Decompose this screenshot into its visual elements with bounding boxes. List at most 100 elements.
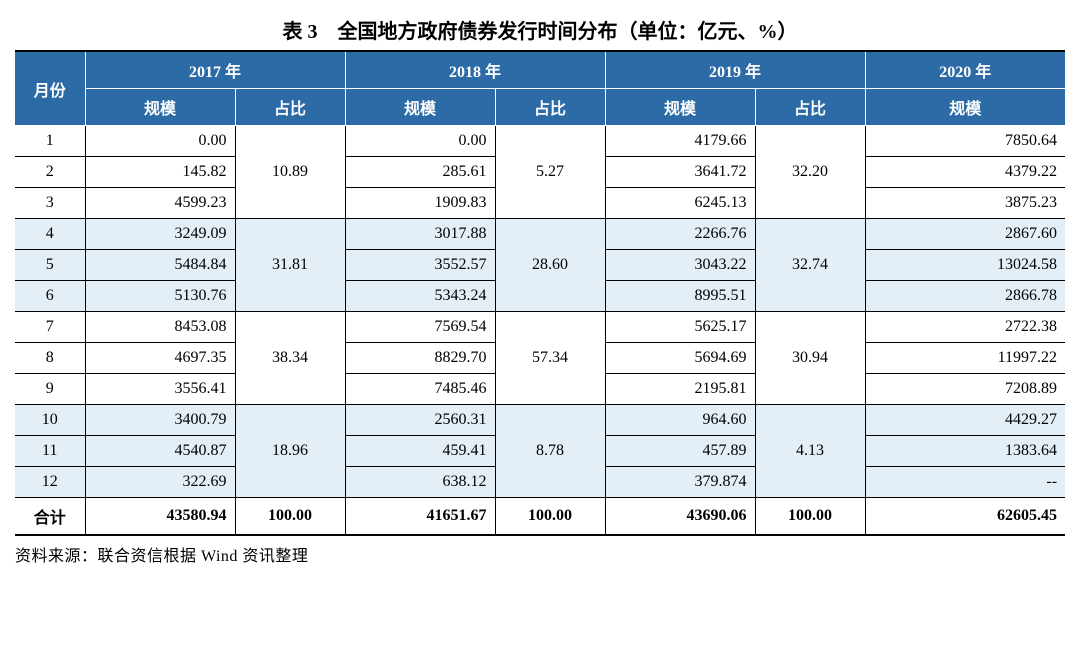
table-wrapper: 表 3 全国地方政府债券发行时间分布（单位：亿元、%） 月份 2017 年 20… (15, 15, 1065, 566)
cell: 1909.83 (345, 188, 495, 219)
cell: 7208.89 (865, 374, 1065, 405)
cell: 1 (15, 126, 85, 157)
table-row: 10.0010.890.005.274179.6632.207850.64 (15, 126, 1065, 157)
cell: 7850.64 (865, 126, 1065, 157)
cell: 2195.81 (605, 374, 755, 405)
cell: 8995.51 (605, 281, 755, 312)
cell: 379.874 (605, 467, 755, 498)
source-note: 资料来源：联合资信根据 Wind 资讯整理 (15, 542, 1065, 566)
cell: 638.12 (345, 467, 495, 498)
col-year-2018: 2018 年 (345, 51, 605, 89)
cell: 62605.45 (865, 498, 1065, 536)
cell: 145.82 (85, 157, 235, 188)
cell: 43690.06 (605, 498, 755, 536)
table-row: 103400.7918.962560.318.78964.604.134429.… (15, 405, 1065, 436)
col-scale: 规模 (345, 89, 495, 126)
cell: 3249.09 (85, 219, 235, 250)
cell: 4179.66 (605, 126, 755, 157)
cell: 2560.31 (345, 405, 495, 436)
cell: 0.00 (345, 126, 495, 157)
cell: 4599.23 (85, 188, 235, 219)
total-row: 合计43580.94100.0041651.67100.0043690.0610… (15, 498, 1065, 536)
cell: 5625.17 (605, 312, 755, 343)
cell: 10 (15, 405, 85, 436)
cell: 7485.46 (345, 374, 495, 405)
col-ratio: 占比 (755, 89, 865, 126)
cell: 8 (15, 343, 85, 374)
cell: 8453.08 (85, 312, 235, 343)
cell: 4697.35 (85, 343, 235, 374)
cell: 7569.54 (345, 312, 495, 343)
cell: 3556.41 (85, 374, 235, 405)
ratio-cell: 32.20 (755, 126, 865, 219)
cell: 4540.87 (85, 436, 235, 467)
cell: 5694.69 (605, 343, 755, 374)
cell: 5130.76 (85, 281, 235, 312)
col-ratio: 占比 (495, 89, 605, 126)
ratio-cell: 31.81 (235, 219, 345, 312)
cell: 100.00 (755, 498, 865, 536)
cell: 0.00 (85, 126, 235, 157)
cell: 5484.84 (85, 250, 235, 281)
col-ratio: 占比 (235, 89, 345, 126)
data-table: 月份 2017 年 2018 年 2019 年 2020 年 规模 占比 规模 … (15, 50, 1065, 536)
cell: 12 (15, 467, 85, 498)
cell: 2867.60 (865, 219, 1065, 250)
cell: 2266.76 (605, 219, 755, 250)
cell: 9 (15, 374, 85, 405)
cell: 3 (15, 188, 85, 219)
cell: 43580.94 (85, 498, 235, 536)
cell: 7 (15, 312, 85, 343)
cell: 1383.64 (865, 436, 1065, 467)
cell: 3875.23 (865, 188, 1065, 219)
cell: 322.69 (85, 467, 235, 498)
table-title: 表 3 全国地方政府债券发行时间分布（单位：亿元、%） (15, 15, 1065, 44)
ratio-cell: 8.78 (495, 405, 605, 498)
cell: 3641.72 (605, 157, 755, 188)
cell: 5 (15, 250, 85, 281)
cell: 457.89 (605, 436, 755, 467)
cell: 合计 (15, 498, 85, 536)
ratio-cell: 30.94 (755, 312, 865, 405)
ratio-cell: 57.34 (495, 312, 605, 405)
col-month: 月份 (15, 51, 85, 126)
cell: 100.00 (495, 498, 605, 536)
col-scale: 规模 (85, 89, 235, 126)
cell: 459.41 (345, 436, 495, 467)
cell: 4379.22 (865, 157, 1065, 188)
table-row: 43249.0931.813017.8828.602266.7632.74286… (15, 219, 1065, 250)
ratio-cell: 32.74 (755, 219, 865, 312)
table-row: 78453.0838.347569.5457.345625.1730.94272… (15, 312, 1065, 343)
cell: 2722.38 (865, 312, 1065, 343)
cell: 6245.13 (605, 188, 755, 219)
col-year-2017: 2017 年 (85, 51, 345, 89)
cell: 3043.22 (605, 250, 755, 281)
ratio-cell: 10.89 (235, 126, 345, 219)
cell: 4 (15, 219, 85, 250)
cell: 8829.70 (345, 343, 495, 374)
cell: 5343.24 (345, 281, 495, 312)
cell: 964.60 (605, 405, 755, 436)
table-body: 10.0010.890.005.274179.6632.207850.64214… (15, 126, 1065, 536)
ratio-cell: 18.96 (235, 405, 345, 498)
cell: 41651.67 (345, 498, 495, 536)
ratio-cell: 28.60 (495, 219, 605, 312)
col-scale: 规模 (865, 89, 1065, 126)
col-year-2020: 2020 年 (865, 51, 1065, 89)
col-year-2019: 2019 年 (605, 51, 865, 89)
cell: 100.00 (235, 498, 345, 536)
ratio-cell: 5.27 (495, 126, 605, 219)
cell: 2866.78 (865, 281, 1065, 312)
cell: 285.61 (345, 157, 495, 188)
cell: 3017.88 (345, 219, 495, 250)
cell: 11997.22 (865, 343, 1065, 374)
cell: 3552.57 (345, 250, 495, 281)
table-header: 月份 2017 年 2018 年 2019 年 2020 年 规模 占比 规模 … (15, 51, 1065, 126)
cell: 4429.27 (865, 405, 1065, 436)
cell: 11 (15, 436, 85, 467)
cell: 6 (15, 281, 85, 312)
ratio-cell: 38.34 (235, 312, 345, 405)
cell: 2 (15, 157, 85, 188)
cell: -- (865, 467, 1065, 498)
col-scale: 规模 (605, 89, 755, 126)
